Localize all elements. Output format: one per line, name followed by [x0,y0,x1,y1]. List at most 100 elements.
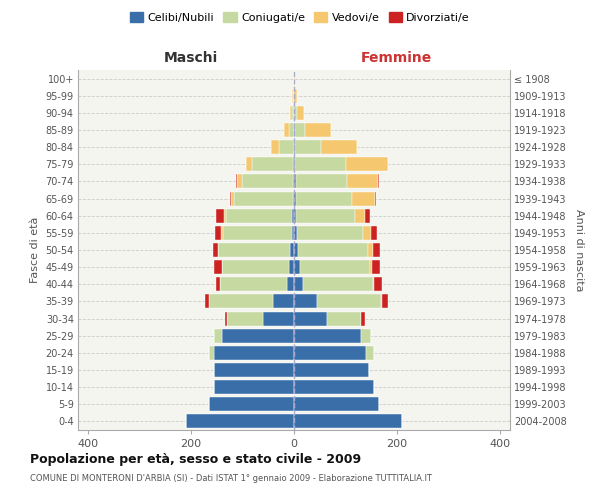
Bar [252,158,293,172]
Bar [271,140,278,154]
Bar [209,398,294,411]
Bar [263,312,294,326]
Bar [296,192,352,205]
Bar [373,243,380,257]
Bar [294,106,296,120]
Bar [218,243,290,257]
Bar [242,174,293,188]
Bar [214,328,222,342]
Bar [295,123,305,137]
Bar [294,226,296,240]
Bar [293,174,294,188]
Bar [294,414,402,428]
Bar [300,260,370,274]
Bar [290,243,294,257]
Bar [209,346,214,360]
Bar [294,312,328,326]
Bar [295,140,321,154]
Bar [294,380,374,394]
Bar [294,158,295,172]
Bar [364,226,371,240]
Bar [382,294,388,308]
Bar [287,278,294,291]
Bar [293,158,294,172]
Bar [231,192,234,205]
Bar [230,192,231,205]
Bar [294,174,296,188]
Bar [227,312,263,326]
Bar [317,294,382,308]
Bar [296,208,355,222]
Bar [224,208,226,222]
Text: COMUNE DI MONTERONI D'ARBIA (SI) - Dati ISTAT 1° gennaio 2009 - Elaborazione TUT: COMUNE DI MONTERONI D'ARBIA (SI) - Dati … [30,474,432,483]
Bar [278,140,294,154]
Bar [361,312,365,326]
Bar [290,106,292,120]
Bar [378,174,379,188]
Bar [209,294,274,308]
Bar [216,278,220,291]
Bar [303,278,373,291]
Bar [371,226,377,240]
Bar [370,260,372,274]
Bar [215,226,221,240]
Bar [274,294,294,308]
Bar [234,192,293,205]
Bar [372,260,380,274]
Bar [223,226,292,240]
Bar [214,346,294,360]
Bar [294,294,317,308]
Bar [224,312,227,326]
Bar [355,208,365,222]
Bar [296,226,364,240]
Bar [294,328,361,342]
Bar [294,260,300,274]
Bar [292,208,294,222]
Bar [222,260,289,274]
Bar [238,174,242,188]
Bar [289,260,294,274]
Bar [214,363,294,377]
Bar [296,174,347,188]
Bar [321,140,357,154]
Bar [292,88,293,102]
Bar [214,380,294,394]
Bar [375,192,376,205]
Bar [226,208,292,222]
Bar [289,123,294,137]
Bar [368,243,373,257]
Bar [365,208,370,222]
Bar [346,158,388,172]
Bar [298,243,368,257]
Bar [361,328,371,342]
Bar [294,363,368,377]
Text: Popolazione per età, sesso e stato civile - 2009: Popolazione per età, sesso e stato civil… [30,452,361,466]
Bar [292,106,294,120]
Bar [373,278,374,291]
Y-axis label: Anni di nascita: Anni di nascita [574,209,584,291]
Bar [221,226,223,240]
Bar [294,346,366,360]
Bar [236,174,238,188]
Y-axis label: Fasce di età: Fasce di età [30,217,40,283]
Bar [294,123,295,137]
Bar [294,192,296,205]
Bar [374,278,382,291]
Text: Femmine: Femmine [361,51,433,65]
Bar [294,278,303,291]
Bar [328,312,361,326]
Bar [222,328,294,342]
Bar [294,398,379,411]
Bar [217,208,224,222]
Bar [284,123,289,137]
Legend: Celibi/Nubili, Coniugati/e, Vedovi/e, Divorziati/e: Celibi/Nubili, Coniugati/e, Vedovi/e, Di… [125,8,475,28]
Bar [245,158,252,172]
Bar [186,414,294,428]
Bar [292,226,294,240]
Bar [295,158,346,172]
Bar [294,72,295,86]
Bar [352,192,375,205]
Bar [220,278,287,291]
Bar [305,123,331,137]
Bar [293,192,294,205]
